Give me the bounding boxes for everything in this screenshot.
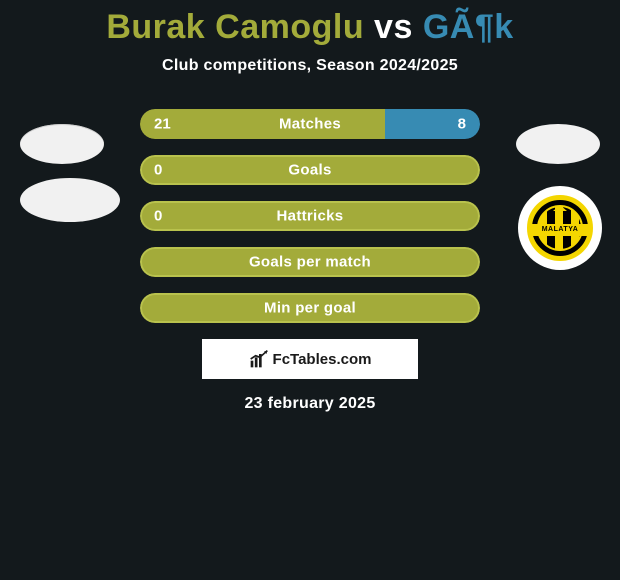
bar-label: Min per goal bbox=[140, 300, 480, 317]
bar-label: Hattricks bbox=[140, 208, 480, 225]
comparison-bars: 218Matches 0Goals 0Hattricks Goals per matc… bbox=[140, 109, 480, 323]
stat-bar-hattricks: 0Hattricks bbox=[140, 201, 480, 231]
left-crest-2 bbox=[20, 178, 120, 222]
stat-bar-goals: 0Goals bbox=[140, 155, 480, 185]
stat-bar-min-per-goal: Min per goal bbox=[140, 293, 480, 323]
left-crest-1 bbox=[20, 124, 104, 164]
club-badge-malatya: MALATYA bbox=[527, 195, 593, 261]
fctables-text: FcTables.com bbox=[273, 351, 372, 368]
badge-text: MALATYA bbox=[528, 224, 592, 236]
page-title: Burak Camoglu vs GÃ¶k bbox=[0, 8, 620, 47]
bar-label: Goals bbox=[140, 162, 480, 179]
right-crest-1 bbox=[516, 124, 600, 164]
title-player-right: GÃ¶k bbox=[423, 8, 514, 46]
title-vs: vs bbox=[374, 8, 413, 46]
stat-bar-matches: 218Matches bbox=[140, 109, 480, 139]
fctables-watermark: FcTables.com bbox=[202, 339, 418, 379]
date-text: 23 february 2025 bbox=[0, 395, 620, 413]
title-player-left: Burak Camoglu bbox=[106, 8, 364, 46]
fctables-logo-icon bbox=[249, 349, 269, 369]
bar-label: Goals per match bbox=[140, 254, 480, 271]
stat-bar-goals-per-match: Goals per match bbox=[140, 247, 480, 277]
bar-label: Matches bbox=[140, 116, 480, 133]
subtitle: Club competitions, Season 2024/2025 bbox=[0, 57, 620, 75]
eagle-icon bbox=[550, 205, 570, 219]
right-crest-2: MALATYA bbox=[518, 186, 602, 270]
